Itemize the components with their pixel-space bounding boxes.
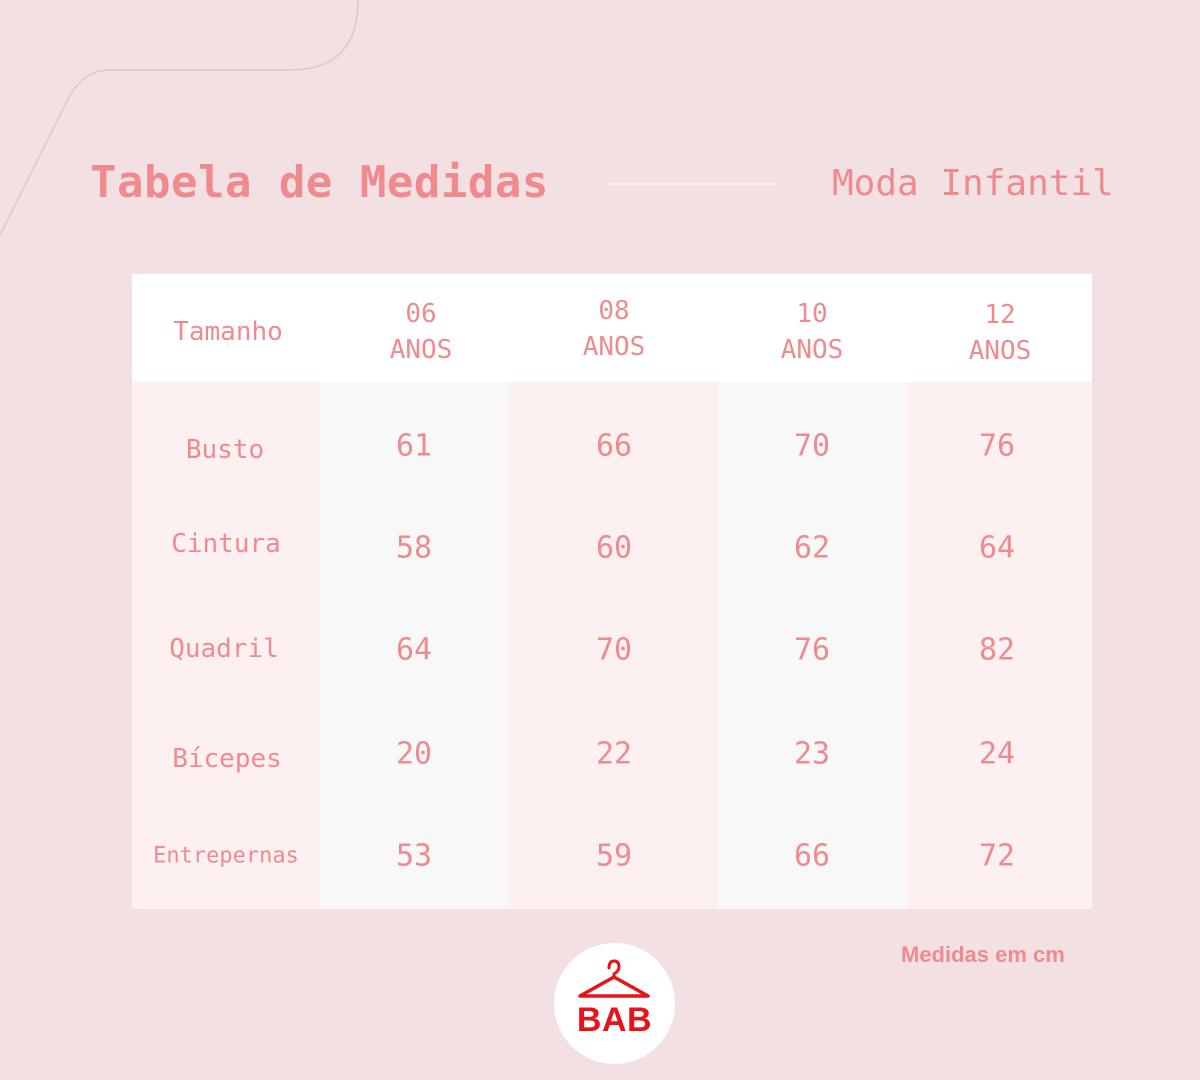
row-label-entrepernas: Entrepernas	[153, 843, 299, 869]
table-cell: 66	[595, 428, 633, 464]
decorative-curve	[0, 0, 359, 236]
table-cell: 72	[978, 838, 1016, 874]
column-bg-10	[718, 382, 907, 909]
units-note: Medidas em cm	[901, 942, 1065, 967]
header-size-10: 10 ANOS	[781, 296, 844, 368]
table-cell: 60	[595, 530, 633, 566]
hanger-icon	[578, 959, 650, 998]
page-title: Tabela de Medidas	[90, 157, 549, 208]
row-label-cintura: Cintura	[171, 529, 281, 559]
header-size-08-unit: ANOS	[582, 332, 646, 362]
header-size-06-num: 06	[405, 299, 437, 329]
page-subtitle: Moda Infantil	[832, 163, 1114, 204]
table-cell: 23	[793, 736, 831, 772]
header-size-12: 12 ANOS	[969, 297, 1032, 369]
size-table: Tamanho 06 ANOS 08 ANOS 10 ANOS 12 ANOS …	[132, 274, 1092, 909]
header-size-08-num: 08	[598, 296, 630, 326]
row-label-quadril: Quadril	[169, 634, 279, 664]
table-cell: 76	[978, 428, 1016, 464]
column-bg-06	[321, 382, 509, 909]
header-size-10-num: 10	[796, 299, 828, 329]
table-cell: 24	[978, 736, 1016, 772]
table-cell: 64	[395, 632, 433, 668]
table-cell: 62	[793, 530, 831, 566]
header-size-12-num: 12	[984, 300, 1016, 330]
table-header-row: Tamanho 06 ANOS 08 ANOS 10 ANOS 12 ANOS	[132, 274, 1092, 382]
column-bg-12	[907, 382, 1092, 909]
header-size-10-unit: ANOS	[780, 335, 844, 365]
row-label-busto: Busto	[185, 435, 265, 465]
header-tamanho: Tamanho	[173, 317, 283, 347]
header-size-08: 08 ANOS	[583, 293, 646, 365]
table-cell: 82	[978, 632, 1016, 668]
title-divider	[607, 183, 775, 185]
table-cell: 59	[595, 838, 633, 874]
column-bg-08	[509, 382, 718, 909]
table-cell: 58	[395, 530, 433, 566]
table-cell: 53	[395, 838, 433, 874]
table-cell: 70	[595, 632, 633, 668]
table-cell: 70	[793, 428, 831, 464]
table-cell: 64	[978, 530, 1016, 566]
row-label-bicepes: Bícepes	[172, 744, 282, 774]
table-cell: 22	[595, 736, 633, 772]
logo-text: BAB	[576, 1001, 653, 1039]
table-cell: 66	[793, 838, 831, 874]
header-size-06-unit: ANOS	[389, 335, 453, 365]
table-cell: 20	[395, 736, 433, 772]
label-column	[132, 382, 321, 909]
header-size-06: 06 ANOS	[390, 296, 453, 368]
brand-logo: BAB	[554, 943, 675, 1064]
table-cell: 61	[395, 428, 433, 464]
table-cell: 76	[793, 632, 831, 668]
header-size-12-unit: ANOS	[968, 336, 1032, 366]
